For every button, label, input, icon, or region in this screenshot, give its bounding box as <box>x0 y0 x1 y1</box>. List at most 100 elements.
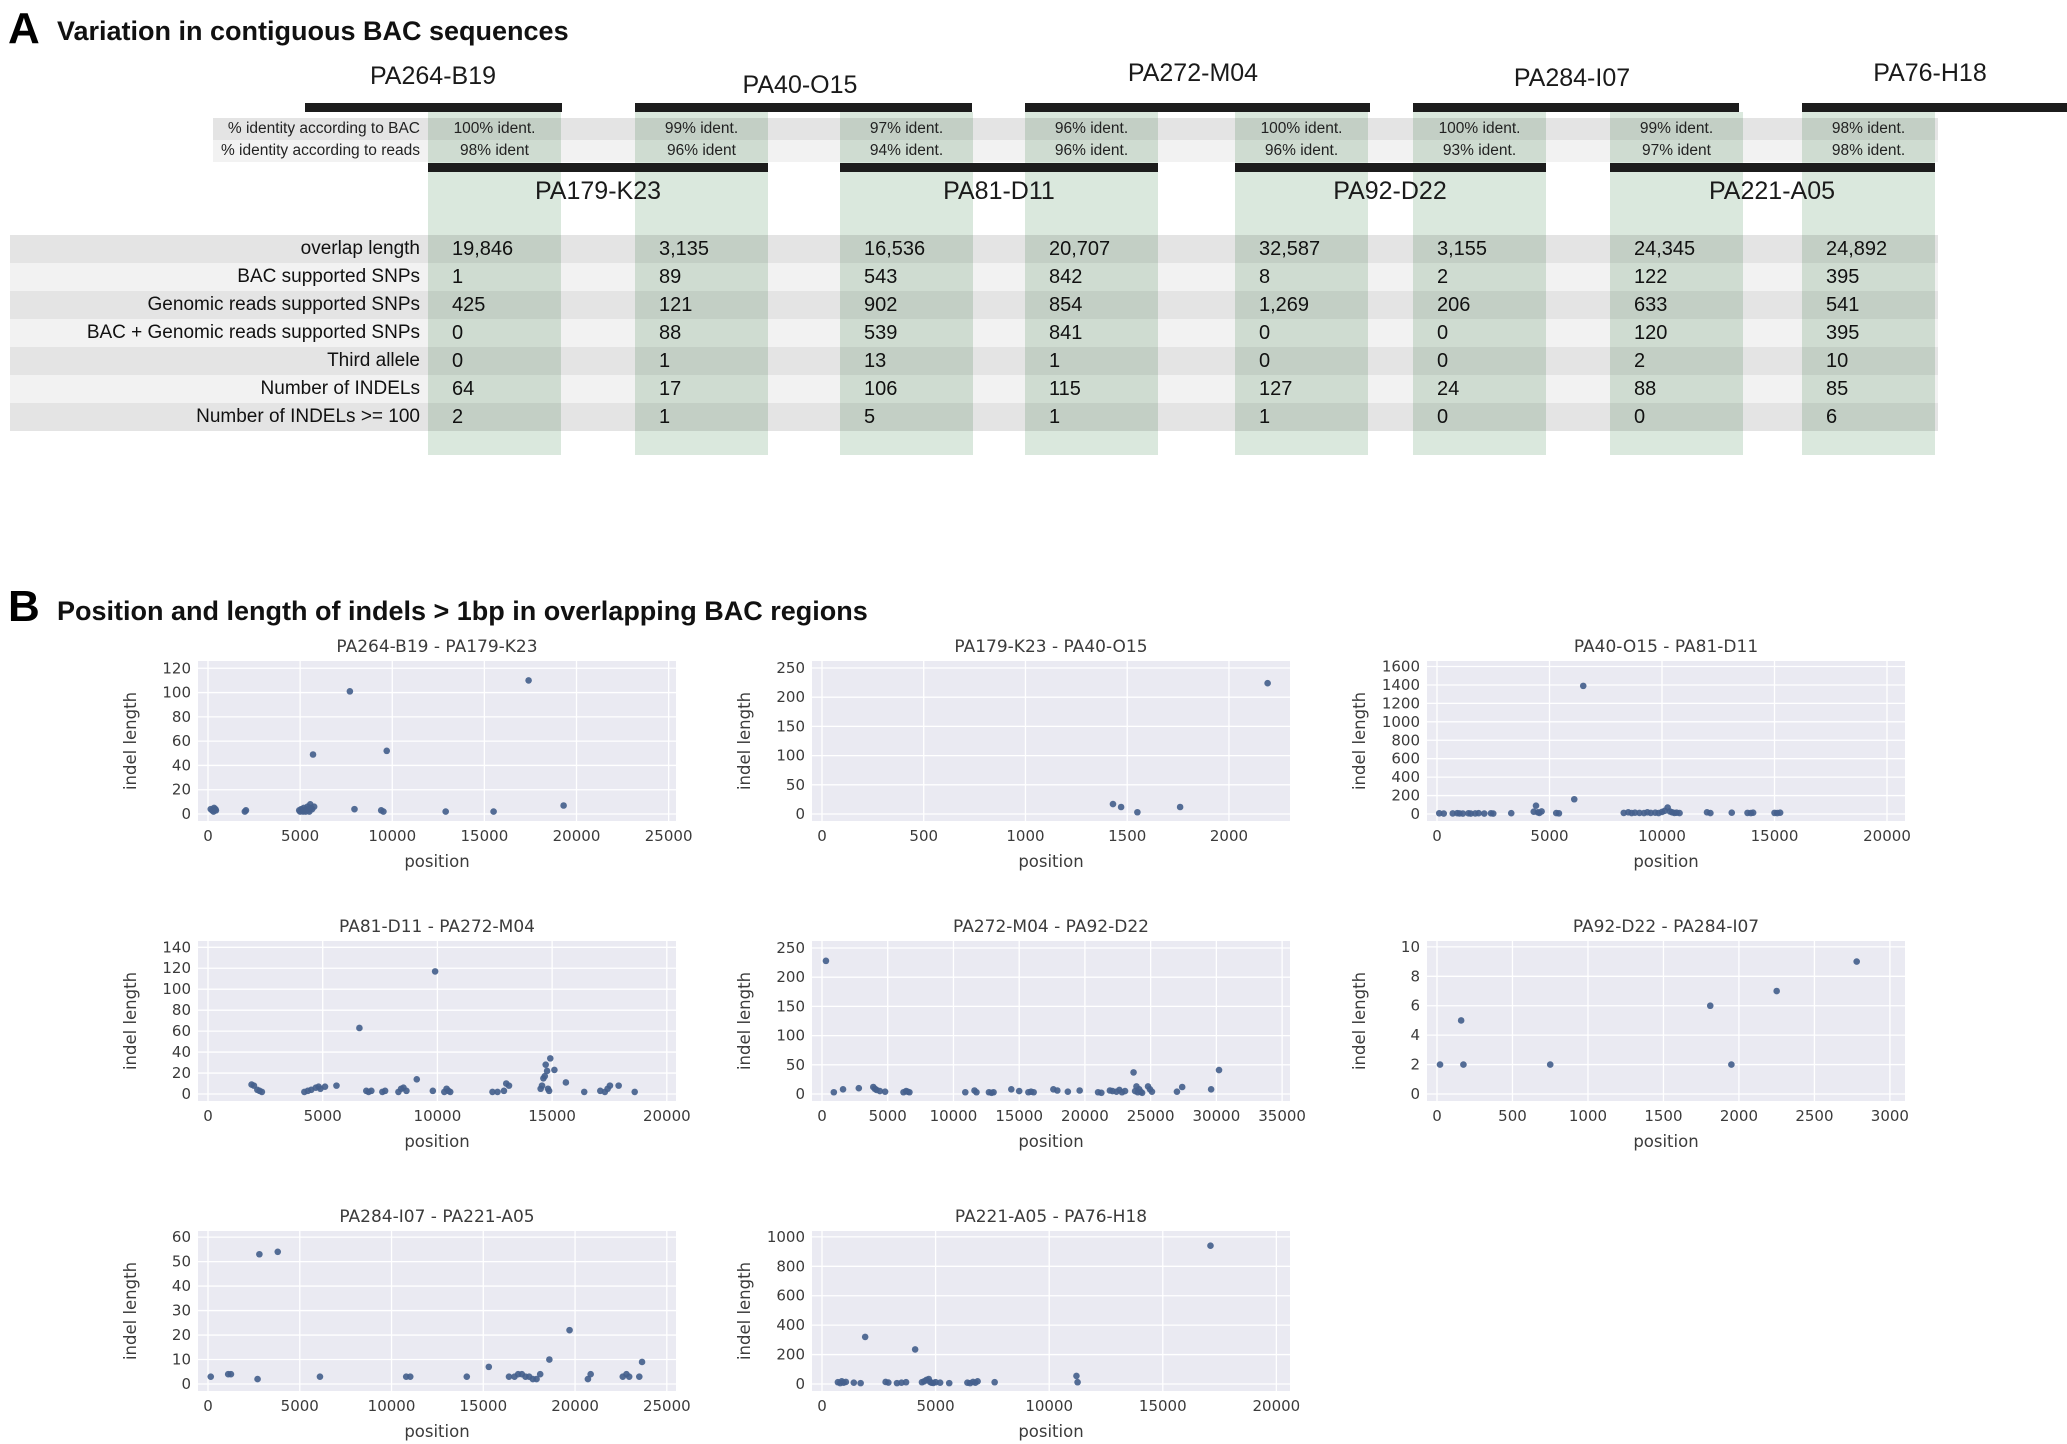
data-point <box>536 1370 544 1378</box>
data-point <box>489 1088 496 1096</box>
x-axis-label: position <box>404 1132 469 1151</box>
y-tick-label: 150 <box>776 717 805 735</box>
x-tick-label: 1000 <box>1006 827 1044 845</box>
y-tick-label: 800 <box>776 1257 805 1275</box>
x-tick-label: 15000 <box>995 1107 1043 1125</box>
table-row-label: Third allele <box>327 350 420 371</box>
identity-row-label: % identity according to reads <box>220 142 420 159</box>
data-point <box>254 1375 261 1383</box>
bottom-bac-name: PA221-A05 <box>1708 177 1836 205</box>
data-point <box>587 1370 594 1378</box>
data-point <box>368 1087 375 1095</box>
data-point <box>1507 809 1515 817</box>
data-point <box>242 807 250 814</box>
y-tick-label: 80 <box>172 708 191 726</box>
panel-b-title: Position and length of indels > 1bp in o… <box>57 596 868 626</box>
y-tick-label: 200 <box>776 688 805 706</box>
table-cell: 8 <box>1259 266 1271 288</box>
data-point <box>525 677 532 684</box>
table-cell: 24,345 <box>1634 238 1696 260</box>
data-point <box>1054 1087 1061 1094</box>
table-cell: 1 <box>1259 406 1271 428</box>
data-point <box>861 1333 869 1341</box>
data-point <box>1570 795 1578 803</box>
top-bac-name: PA272-M04 <box>1127 59 1259 87</box>
data-point <box>429 1087 437 1095</box>
y-tick-label: 50 <box>786 1056 805 1074</box>
x-tick-label: 0 <box>817 1397 827 1415</box>
x-tick-label: 2000 <box>1210 827 1248 845</box>
data-point <box>902 1378 910 1386</box>
scatter-plot: 0 5000 10000 15000 20000 0 200 400 600 800 1000 PA2… <box>735 1207 1301 1441</box>
data-point <box>546 1055 554 1062</box>
data-point <box>431 968 439 975</box>
data-point <box>333 1082 340 1089</box>
data-point <box>258 1088 266 1096</box>
table-row-label: BAC supported SNPs <box>237 266 420 287</box>
y-axis-label: indel length <box>121 1262 140 1360</box>
y-tick-label: 0 <box>795 1375 805 1393</box>
y-tick-label: 0 <box>181 1375 191 1393</box>
data-point <box>1676 809 1683 817</box>
table-cell: 206 <box>1437 294 1471 316</box>
data-point <box>485 1363 493 1371</box>
data-point <box>876 1087 884 1095</box>
x-tick-label: 0 <box>203 827 213 845</box>
data-point <box>490 808 497 815</box>
data-point <box>936 1379 944 1386</box>
data-point <box>1073 1372 1080 1380</box>
identity-value: 100% ident. <box>1438 120 1521 137</box>
y-tick-label: 400 <box>776 1316 805 1334</box>
y-axis-label: indel length <box>121 972 140 1070</box>
data-point <box>1173 1088 1181 1095</box>
identity-value: 97% ident <box>1642 142 1711 159</box>
data-point <box>961 1088 969 1096</box>
data-point <box>1579 682 1587 690</box>
data-point <box>494 1088 501 1096</box>
x-tick-label: 10000 <box>368 1397 416 1415</box>
table-cell: 24,892 <box>1826 238 1888 260</box>
x-tick-label: 10000 <box>930 1107 978 1125</box>
table-cell: 0 <box>1437 350 1449 372</box>
data-point <box>321 1083 329 1090</box>
bottom-bac-name: PA81-D11 <box>943 177 1055 205</box>
y-tick-label: 50 <box>172 1253 191 1271</box>
data-point <box>541 1072 549 1080</box>
identity-row-label: % identity according to BAC <box>227 120 420 137</box>
y-tick-label: 1400 <box>1382 676 1420 694</box>
x-tick-label: 10000 <box>414 1107 462 1125</box>
y-tick-label: 60 <box>172 1022 191 1040</box>
bottom-bac-bar <box>1610 163 1935 172</box>
data-point <box>1460 1061 1467 1068</box>
top-bac-bar <box>1413 103 1739 112</box>
y-tick-label: 100 <box>162 980 191 998</box>
y-tick-label: 800 <box>1391 731 1420 749</box>
data-point <box>1436 1061 1444 1068</box>
data-point <box>1207 1086 1215 1093</box>
table-cell: 842 <box>1049 266 1083 288</box>
x-tick-label: 20000 <box>1253 1397 1301 1415</box>
data-point <box>505 1373 513 1380</box>
data-point <box>562 1079 570 1086</box>
y-tick-label: 60 <box>172 1228 191 1246</box>
table-cell: 32,587 <box>1259 238 1321 260</box>
table-cell: 543 <box>864 266 898 288</box>
bottom-bac-bar <box>1235 163 1546 172</box>
scatter-plot: 0 5000 10000 15000 20000 25000 0 10 20 30 40 50 60 PA… <box>121 1207 691 1441</box>
table-row-label: overlap length <box>300 238 420 259</box>
x-axis-label: position <box>1018 1132 1083 1151</box>
y-axis-label: indel length <box>735 972 754 1070</box>
table-cell: 2 <box>1437 266 1449 288</box>
table-cell: 0 <box>1437 322 1449 344</box>
data-point <box>857 1379 864 1387</box>
table-cell: 19,846 <box>452 238 514 260</box>
table-cell: 115 <box>1049 378 1081 400</box>
plot-area <box>812 661 1290 821</box>
scatter-plot: 0 5000 10000 15000 2000002004006008001000120… <box>1350 637 1911 871</box>
data-point <box>442 808 449 815</box>
table-cell: 3,135 <box>659 238 710 260</box>
y-tick-label: 100 <box>776 747 805 765</box>
table-cell: 1 <box>1049 350 1061 372</box>
x-tick-label: 0 <box>1432 827 1442 845</box>
data-point <box>1728 1061 1735 1068</box>
